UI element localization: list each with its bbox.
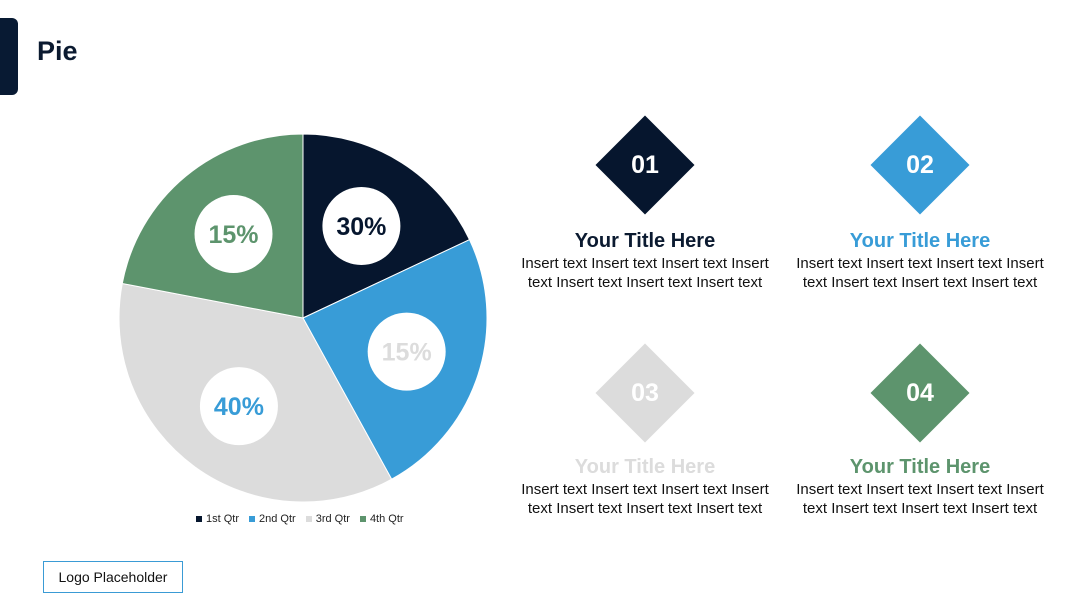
badge-number: 01 bbox=[631, 151, 659, 179]
badge-number: 02 bbox=[906, 151, 934, 179]
card-body: Insert text Insert text Insert text Inse… bbox=[521, 255, 769, 291]
card-title: Your Title Here bbox=[849, 230, 991, 252]
diamond-badge: 01 bbox=[595, 115, 695, 215]
diamond-badge: 02 bbox=[870, 115, 970, 215]
data-label-bubble bbox=[199, 367, 278, 446]
data-label-1st-qtr: 30% bbox=[336, 213, 386, 241]
data-label-bubble bbox=[367, 312, 446, 391]
card-title: Your Title Here bbox=[574, 456, 716, 478]
pie-chart: 30% 15% 40% 15% bbox=[118, 133, 488, 503]
card-body: Insert text Insert text Insert text Inse… bbox=[521, 481, 769, 517]
title-accent-tab bbox=[0, 18, 18, 95]
card-body: Insert text Insert text Insert text Inse… bbox=[796, 481, 1044, 517]
data-label-3rd-qtr: 40% bbox=[214, 393, 264, 421]
legend-swatch bbox=[305, 516, 312, 522]
diamond-badge: 04 bbox=[870, 343, 970, 443]
legend-swatch bbox=[196, 516, 202, 522]
logo-placeholder: Logo Placeholder bbox=[43, 561, 183, 593]
card-title: Your Title Here bbox=[574, 230, 716, 252]
data-label-bubble bbox=[194, 195, 273, 274]
legend-label: 4th Qtr bbox=[369, 513, 404, 525]
legend-swatch bbox=[359, 516, 366, 522]
data-label-2nd-qtr: 15% bbox=[382, 339, 432, 367]
badge-number: 04 bbox=[906, 379, 934, 407]
legend-swatch bbox=[249, 516, 256, 522]
legend-label: 1st Qtr bbox=[206, 513, 240, 525]
legend-label: 2nd Qtr bbox=[259, 513, 296, 525]
data-label-4th-qtr: 15% bbox=[208, 221, 258, 249]
legend-item-1st-qtr: 1st Qtr bbox=[196, 513, 239, 525]
card-title: Your Title Here bbox=[849, 456, 991, 478]
chart-legend: 1st Qtr 2nd Qtr 3rd Qtr 4th Qtr bbox=[196, 513, 404, 525]
diamond-badge: 03 bbox=[595, 343, 695, 443]
legend-item-3rd-qtr: 3rd Qtr bbox=[305, 513, 350, 525]
legend-item-4th-qtr: 4th Qtr bbox=[359, 513, 404, 525]
data-label-bubble bbox=[322, 186, 401, 265]
page-title: Pie bbox=[37, 36, 78, 66]
card-body: Insert text Insert text Insert text Inse… bbox=[796, 255, 1044, 291]
badge-number: 03 bbox=[631, 379, 659, 407]
legend-label: 3rd Qtr bbox=[315, 513, 350, 525]
legend-item-2nd-qtr: 2nd Qtr bbox=[249, 513, 296, 525]
